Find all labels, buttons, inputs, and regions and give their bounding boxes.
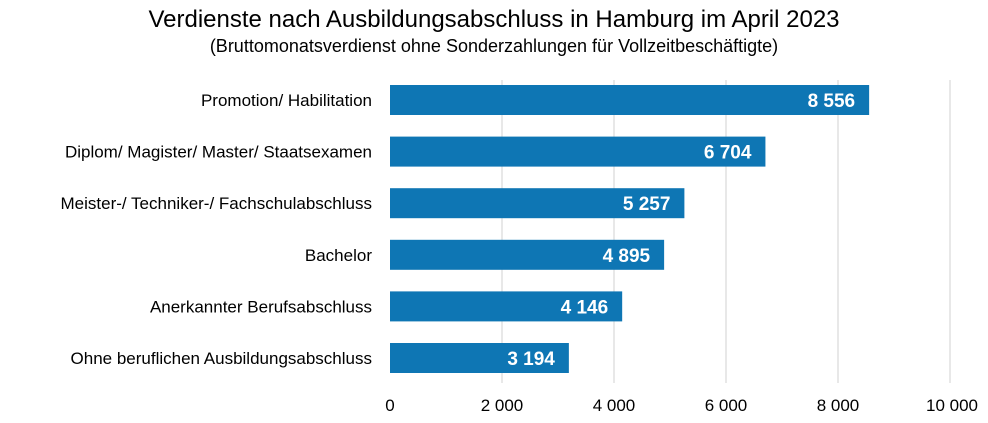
data-label: 8 556 bbox=[808, 91, 856, 112]
x-tick-label: 6 000 bbox=[705, 396, 748, 415]
chart-title: Verdienste nach Ausbildungsabschluss in … bbox=[148, 6, 840, 33]
bar bbox=[390, 239, 665, 270]
data-label: 3 194 bbox=[507, 349, 555, 370]
data-label: 6 704 bbox=[704, 143, 752, 164]
bar bbox=[390, 343, 569, 373]
data-label: 5 257 bbox=[623, 194, 671, 215]
x-tick-label: 10 000 bbox=[926, 396, 978, 415]
x-tick-label: 4 000 bbox=[593, 396, 636, 415]
category-label: Ohne beruflichen Ausbildungsabschluss bbox=[71, 349, 372, 368]
bar bbox=[390, 291, 623, 322]
x-tick-label: 2 000 bbox=[481, 396, 524, 415]
category-label: Meister-/ Techniker-/ Fachschulabschluss bbox=[61, 194, 372, 213]
chart-subtitle: (Bruttomonatsverdienst ohne Sonderzahlun… bbox=[209, 36, 779, 56]
data-label: 4 895 bbox=[603, 246, 651, 267]
bar bbox=[390, 188, 685, 219]
x-tick-label: 8 000 bbox=[817, 396, 860, 415]
data-label: 4 146 bbox=[561, 297, 609, 318]
category-label: Bachelor bbox=[305, 246, 372, 265]
category-label: Anerkannter Berufsabschluss bbox=[150, 297, 372, 316]
x-tick-label: 0 bbox=[385, 396, 394, 415]
category-label: Promotion/ Habilitation bbox=[201, 91, 372, 110]
category-label: Diplom/ Magister/ Master/ Staatsexamen bbox=[65, 143, 372, 162]
bar bbox=[390, 136, 766, 167]
bar bbox=[390, 85, 870, 115]
